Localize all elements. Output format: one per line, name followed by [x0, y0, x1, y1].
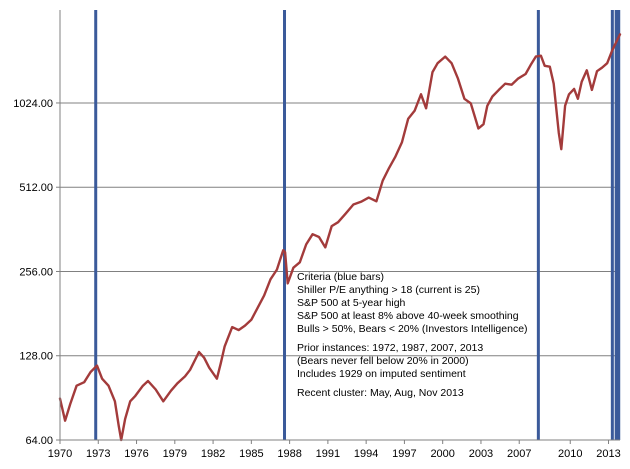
x-tick-label: 2000: [430, 448, 454, 460]
x-tick-label: 2013: [596, 448, 620, 460]
annotation-line: (Bears never fell below 20% in 2000): [297, 355, 469, 367]
x-tick-label: 1997: [392, 448, 416, 460]
x-tick-label: 1988: [277, 448, 301, 460]
x-tick-label: 1985: [239, 448, 263, 460]
x-tick-label: 1973: [86, 448, 110, 460]
highlight-bar: [94, 10, 98, 440]
x-tick-label: 1979: [163, 448, 187, 460]
annotation-line: Bulls > 50%, Bears < 20% (Investors Inte…: [297, 323, 528, 335]
plot-area: [60, 10, 620, 440]
highlight-bars: [94, 10, 621, 440]
x-tick-label: 1991: [316, 448, 340, 460]
x-tick-labels: 1970 1973 1976 1979 1982 1985 1988 1991 1994 1997…: [48, 440, 621, 460]
highlight-bar: [610, 10, 614, 440]
axes: [59, 10, 620, 441]
y-tick-label: 512.00: [19, 182, 53, 194]
highlight-bar: [614, 10, 618, 440]
annotation-line: S&P 500 at 5-year high: [297, 297, 406, 309]
series-line: [58, 33, 622, 442]
annotation-line: Includes 1929 on imputed sentiment: [297, 368, 466, 380]
x-tick-label: 1982: [201, 448, 225, 460]
annotation-line: Prior instances: 1972, 1987, 2007, 2013: [297, 342, 483, 354]
x-tick-label: 1970: [48, 448, 72, 460]
y-tick-label: 128.00: [19, 351, 53, 363]
x-tick-label: 1994: [354, 448, 378, 460]
x-tick-label: 1976: [124, 448, 148, 460]
highlight-bar: [283, 10, 287, 440]
x-tick-label: 2003: [469, 448, 493, 460]
series-group: [58, 33, 622, 442]
annotation-line: Recent cluster: May, Aug, Nov 2013: [297, 387, 464, 399]
y-tick-label: 256.00: [19, 266, 53, 278]
y-tick-labels: 64.00 128.00 256.00 512.00 1024.00: [13, 98, 60, 447]
highlight-bar: [617, 10, 621, 440]
highlight-bar: [536, 10, 540, 440]
annotation-line: Criteria (blue bars): [297, 271, 384, 283]
x-tick-label: 2010: [558, 448, 582, 460]
y-tick-label: 64.00: [25, 435, 53, 447]
x-tick-label: 2007: [507, 448, 531, 460]
annotation-line: S&P 500 at least 8% above 40-week smooth…: [297, 310, 519, 322]
gridlines: [60, 102, 620, 357]
y-tick-label: 1024.00: [13, 98, 53, 110]
annotation-line: Shiller P/E anything > 18 (current is 25…: [297, 284, 480, 296]
criteria-annotation: Criteria (blue bars)Shiller P/E anything…: [297, 271, 528, 399]
